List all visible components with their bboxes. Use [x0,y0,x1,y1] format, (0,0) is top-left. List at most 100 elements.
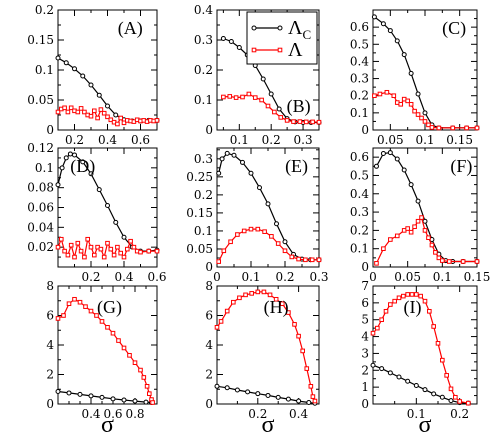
y-tick-label: 0.15 [27,33,54,47]
data-point [243,292,248,298]
data-point [440,258,445,263]
data-point [282,248,288,254]
data-point [429,125,435,130]
data-point [278,115,284,120]
data-point [241,228,247,234]
data-point [255,289,261,295]
data-point [245,389,251,395]
y-tick-label: 0.04 [27,220,54,234]
data-point [105,114,110,120]
data-point [147,391,152,396]
data-point [415,198,421,204]
x-tick-label: 0.6 [147,270,166,284]
data-point [108,246,114,252]
data-point [265,103,271,109]
x-tick-label: 0.4 [289,407,308,421]
data-point [221,94,226,100]
legend-marker [277,25,283,31]
data-point [405,226,410,231]
data-point [422,228,428,233]
data-point [121,120,127,126]
data-point [55,316,61,321]
x-tick-label: 0.3 [309,270,328,284]
data-point [460,259,466,264]
legend-entry: ΛC [251,17,311,42]
data-point [466,400,471,406]
data-point [308,384,314,389]
data-point [66,390,72,396]
y-tick-label: 0.3 [350,205,369,219]
data-point [370,362,376,368]
x-tick-label: 0.15 [446,133,473,147]
data-point [405,98,410,104]
data-point [214,325,220,330]
x-tick-label: 0.4 [81,407,100,421]
data-point [303,257,308,263]
data-point [110,396,116,402]
x-tick-label: 0 [369,270,377,284]
data-point [383,308,389,314]
x-tick-label: 0.3 [294,133,313,147]
y-tick-label: 1 [361,380,369,394]
data-point [260,76,266,82]
data-point [392,298,397,304]
y-tick-label: 0.25 [186,170,213,184]
y-tick-label: 0.3 [194,152,213,166]
data-point [388,302,393,307]
data-point [216,170,222,176]
x-tick-label: 0.2 [450,407,469,421]
y-tick-label: 0.4 [194,3,213,17]
data-point [82,254,87,260]
data-point [267,292,273,298]
data-point [111,252,117,258]
y-tick-label: 0 [361,397,369,411]
y-tick-label: 0 [361,260,369,274]
data-point [297,119,303,124]
data-point [88,171,94,177]
data-point [286,310,291,315]
y-tick-label: 2 [205,368,213,382]
panel-label: (G) [97,297,122,318]
data-point [371,14,377,20]
series-line [218,228,319,262]
data-point [422,119,428,124]
data-point [446,259,452,264]
data-point [138,367,143,373]
y-tick-label: 0.1 [35,63,54,77]
y-tick-label: 0.1 [350,242,369,256]
data-point [296,256,301,262]
data-point [144,384,150,389]
data-point [85,236,91,242]
data-point [309,257,315,263]
data-point [240,159,245,165]
data-point [113,112,119,118]
y-tick-label: 0.5 [350,168,369,182]
data-point [255,226,261,232]
x-axis-label: σ [101,412,114,436]
y-tick-label: 0 [46,123,54,137]
panel-label: (C) [442,18,466,39]
data-point [370,330,376,336]
x-axis-label: σ [262,412,275,436]
data-point [380,21,386,27]
x-tick-label: 0.1 [433,270,452,284]
data-point [380,150,386,156]
data-point [372,93,377,99]
y-tick-label: 6 [205,309,213,323]
data-point [291,119,296,124]
data-point [300,348,305,354]
data-point [231,299,236,305]
data-point [63,60,69,66]
data-point [439,394,445,400]
data-point [228,239,233,245]
data-point [415,218,421,224]
data-point [408,182,414,188]
data-point [431,324,436,329]
x-tick-label: 0.2 [262,133,281,147]
x-tick-label: 0 [213,270,221,284]
y-tick-label: 0.4 [350,187,369,201]
data-point [240,94,245,100]
legend-label: ΛC [288,17,311,42]
data-point [61,313,66,318]
